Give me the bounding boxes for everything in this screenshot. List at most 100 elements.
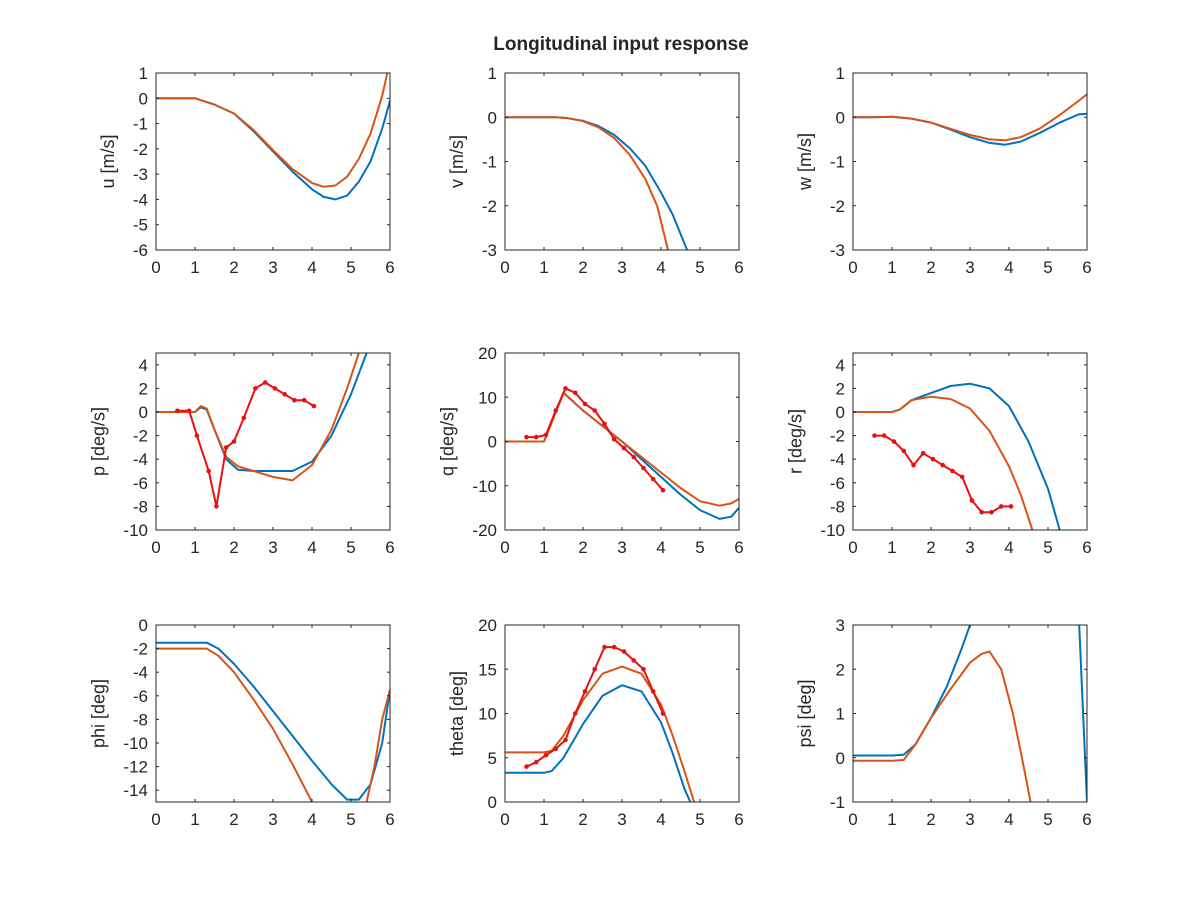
y-tick-label: -8 — [830, 497, 845, 516]
y-tick-label: 4 — [836, 356, 845, 375]
y-axis-label: v [m/s] — [447, 135, 467, 188]
data-point — [543, 752, 549, 758]
series-group — [156, 73, 390, 201]
subplot-theta: 0 1 2 3 4 5 6 20 15 10 5 0 theta [deg] — [447, 616, 744, 829]
x-tick-label: 5 — [695, 258, 704, 277]
data-point — [930, 456, 936, 462]
x-tick-label: 3 — [268, 258, 277, 277]
data-point — [253, 386, 258, 391]
x-tick-label: 4 — [1004, 810, 1013, 829]
y-tick-label: -4 — [133, 450, 148, 469]
series-line-model_b-1 — [156, 73, 389, 188]
x-tick-label: 1 — [887, 538, 896, 557]
subplot-grid: 0 1 2 3 4 5 610-1-2-3-4-5-6u [m/s]0 1 2 3 4 5 610-1-… — [89, 64, 1092, 829]
y-tick-label: 3 — [836, 616, 845, 635]
y-tick-label: 2 — [836, 660, 845, 679]
y-tick-label: -3 — [482, 241, 497, 260]
x-tick-label: 6 — [1082, 810, 1091, 829]
x-tick-label: 6 — [385, 538, 394, 557]
data-point — [524, 434, 529, 440]
y-tick-label: 1 — [836, 64, 845, 83]
data-point — [563, 737, 568, 743]
y-axis-label: r [deg/s] — [786, 409, 806, 474]
y-tick-label: -1 — [133, 115, 148, 134]
x-tick-label: 4 — [1004, 538, 1013, 557]
series-group — [505, 386, 739, 520]
y-tick-label: 1 — [836, 705, 845, 724]
x-tick-label: 3 — [617, 538, 626, 557]
data-point — [911, 462, 916, 468]
x-tick-label: 5 — [695, 810, 704, 829]
data-point — [572, 390, 578, 396]
x-tick-label: 1 — [539, 810, 548, 829]
data-point — [950, 468, 955, 474]
x-tick-label: 5 — [1043, 538, 1052, 557]
x-tick-label: 5 — [1043, 258, 1052, 277]
x-tick-label: 0 — [151, 810, 160, 829]
data-point — [650, 689, 656, 694]
x-tick-label: 0 — [848, 258, 857, 277]
data-point — [631, 658, 636, 663]
y-tick-label: -8 — [133, 710, 148, 729]
plot-area — [156, 353, 390, 530]
x-tick-label: 6 — [734, 810, 743, 829]
data-point — [641, 465, 646, 471]
data-point — [940, 462, 945, 468]
y-tick-label: -2 — [482, 197, 497, 216]
data-point — [282, 392, 288, 397]
x-tick-label: 0 — [848, 810, 857, 829]
x-tick-label: 6 — [1082, 538, 1091, 557]
data-point — [563, 386, 568, 391]
x-tick-label: 3 — [965, 258, 974, 277]
data-point — [175, 408, 180, 414]
x-tick-label: 0 — [500, 810, 509, 829]
subplot-w: 0 1 2 3 4 5 6 1 0 -1 -2 -3 w [m/s] — [795, 64, 1092, 277]
y-tick-label: -6 — [133, 474, 148, 493]
x-tick-label: 6 — [734, 258, 743, 277]
data-point — [582, 689, 588, 694]
data-point — [901, 448, 906, 454]
x-tick-label: 1 — [539, 258, 548, 277]
y-tick-label: 1 — [139, 64, 148, 83]
y-tick-label: -1 — [830, 153, 845, 172]
data-point — [969, 498, 975, 503]
y-tick-label: -12 — [123, 758, 148, 777]
x-tick-label: 2 — [926, 810, 935, 829]
series-group — [156, 641, 390, 802]
data-point — [533, 434, 539, 440]
data-point — [872, 433, 877, 438]
plot-area — [853, 73, 1087, 250]
y-tick-label: -10 — [472, 477, 497, 496]
data-point — [920, 451, 926, 456]
y-tick-label: 4 — [139, 356, 148, 375]
data-point — [611, 644, 617, 650]
series-line-model_b-2 — [853, 650, 1032, 802]
x-tick-label: 4 — [307, 538, 316, 557]
plot-area — [156, 73, 390, 250]
data-point — [553, 746, 558, 752]
data-point — [998, 504, 1004, 509]
series-line-model_b-1 — [853, 93, 1087, 142]
data-point — [214, 504, 219, 509]
data-point — [621, 445, 627, 451]
subplot-phi: 0 1 2 3 4 5 6 0 -2 -4 -6 -8 -10 -12 -14 phi [deg] — [89, 616, 395, 829]
series-line-model_b-1 — [156, 647, 313, 802]
x-tick-label: 3 — [965, 810, 974, 829]
data-point — [223, 445, 229, 450]
x-tick-label: 2 — [229, 538, 238, 557]
x-tick-label: 3 — [268, 538, 277, 557]
data-point — [553, 408, 558, 413]
x-tick-label: 2 — [578, 538, 587, 557]
data-point — [272, 386, 278, 391]
plot-area — [156, 625, 390, 802]
y-tick-label: -6 — [830, 474, 845, 493]
data-point — [592, 408, 597, 413]
series-group — [156, 353, 368, 509]
x-tick-label: 3 — [617, 810, 626, 829]
y-tick-label: -6 — [133, 687, 148, 706]
y-tick-label: 0 — [488, 793, 497, 812]
data-point — [1008, 504, 1014, 509]
x-tick-label: 3 — [268, 810, 277, 829]
y-tick-label: 20 — [478, 344, 497, 363]
